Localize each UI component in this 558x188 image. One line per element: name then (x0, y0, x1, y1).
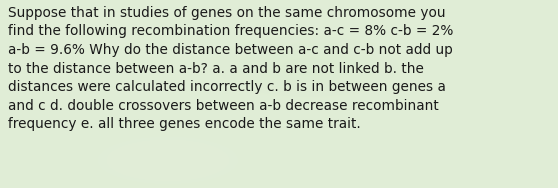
Text: Suppose that in studies of genes on the same chromosome you
find the following r: Suppose that in studies of genes on the … (8, 6, 454, 131)
